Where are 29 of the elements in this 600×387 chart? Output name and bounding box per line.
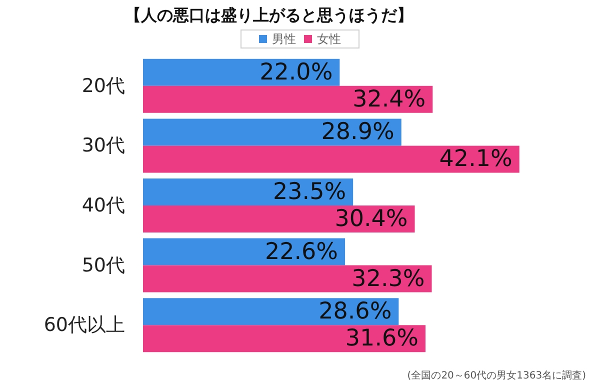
y-tick-label: 50代 [82,254,125,276]
legend-label: 女性 [317,32,341,46]
bar [143,298,399,326]
bar [143,146,520,173]
bar [143,238,346,266]
chart-title: 【人の悪口は盛り上がると思うほうだ】 [125,6,413,24]
y-tick-label: 40代 [82,194,125,216]
y-tick-label: 60代以上 [44,314,125,336]
data-label: 28.9% [321,119,394,146]
legend-label: 男性 [272,32,296,46]
data-label: 32.3% [352,266,425,292]
data-label: 42.1% [439,146,512,172]
bar [143,325,426,352]
data-label: 22.0% [260,59,333,86]
bar [143,206,415,232]
bar [143,265,432,292]
data-label: 32.4% [352,86,426,112]
data-label: 31.6% [345,326,419,352]
text: (全国の20～60代の男女1363名に調査) [407,370,586,382]
bar [143,118,402,146]
bar [143,178,354,206]
y-tick-label: 30代 [82,134,125,157]
y-tick-label: 20代 [82,74,125,97]
bar [143,58,340,86]
data-label: 30.4% [334,206,408,232]
data-label: 22.6% [264,238,338,265]
data-label: 28.6% [318,298,392,325]
bar [143,86,433,113]
data-label: 23.5% [273,179,346,205]
